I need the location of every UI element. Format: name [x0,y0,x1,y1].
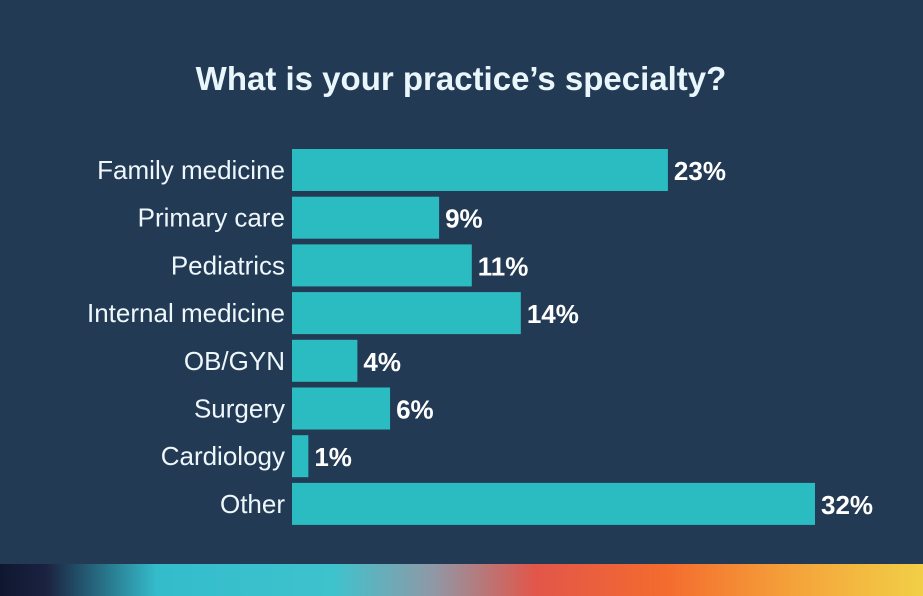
category-label: Pediatrics [171,250,285,280]
category-label: Surgery [194,394,285,424]
footer-gradient-strip [0,564,923,596]
category-label: OB/GYN [184,346,285,376]
bar [292,292,521,335]
value-label: 11% [478,251,529,281]
category-label: Primary care [138,203,285,233]
bar [292,149,668,191]
value-label: 6% [396,395,434,425]
category-label: Family medicine [97,155,285,185]
bar [292,482,815,525]
bar [292,435,309,478]
category-label: Cardiology [161,441,285,471]
value-label: 14% [527,299,579,329]
chart-title: What is your practice’s specialty? [196,60,727,97]
bar [292,339,358,382]
value-label: 4% [363,347,401,377]
bar [292,387,391,430]
value-label: 9% [445,204,483,234]
category-label: Other [220,489,285,519]
bar [292,244,472,287]
value-label: 32% [821,490,873,520]
value-label: 1% [314,442,352,472]
value-label: 23% [674,156,726,186]
bar [292,196,440,239]
category-label: Internal medicine [87,298,285,328]
bars-group: Family medicine 23% Primary care 9% Pediatri… [87,149,873,525]
